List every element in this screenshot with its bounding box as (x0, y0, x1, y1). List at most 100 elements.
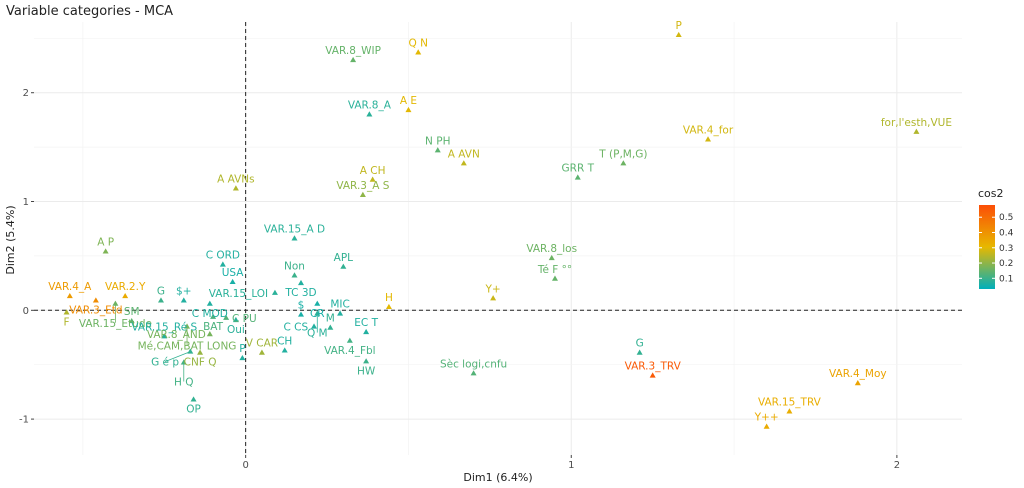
point-label: CR (310, 308, 325, 320)
legend-tick-label: 0.5 (999, 213, 1013, 223)
point-label: VAR.2.Y (105, 281, 146, 293)
x-tick-label: 2 (894, 460, 900, 471)
point-label: APL (334, 252, 354, 264)
data-point (340, 263, 347, 269)
data-point (258, 349, 265, 355)
data-point (574, 174, 581, 180)
point-label: VAR.8_WIP (325, 45, 381, 57)
data-point (197, 349, 204, 355)
data-point (363, 328, 370, 335)
data-point (184, 323, 191, 329)
point-label: M (326, 313, 335, 325)
point-label: F (64, 316, 70, 328)
data-point (705, 136, 712, 142)
point-label: VAR.3_TRV (625, 361, 682, 373)
data-point (786, 408, 793, 414)
point-label: Non (284, 260, 305, 272)
data-point (271, 289, 278, 295)
data-point (470, 370, 477, 376)
point-label: SM (124, 306, 140, 318)
point-label: for,l'esth,VUE (881, 117, 952, 129)
data-point (219, 261, 226, 267)
data-point (405, 106, 412, 113)
point-label: C CS (283, 322, 308, 334)
y-tick-label: 1 (23, 197, 29, 208)
point-label: HW (357, 365, 376, 377)
legend-tick-label: 0.2 (999, 259, 1013, 269)
data-point (350, 56, 357, 63)
data-point (298, 311, 305, 317)
data-point (229, 278, 236, 285)
data-point (239, 354, 246, 361)
y-tick-label: 2 (23, 88, 29, 99)
point-label: VAR.4_Fbl (324, 345, 376, 357)
y-tick-label: 0 (23, 306, 29, 317)
data-point (490, 295, 497, 301)
data-point (346, 337, 353, 343)
point-label: G (157, 286, 165, 298)
point-label: Y+ (485, 283, 501, 295)
point-label: N PH (425, 135, 450, 147)
data-point (366, 111, 373, 117)
legend: cos2 0.1 0.2 0.3 0.4 0.5 (978, 187, 1014, 289)
point-label: VAR.8_AND (147, 329, 206, 341)
data-point (122, 292, 129, 299)
point-label: A AVNs (217, 173, 255, 185)
chart-title: Variable categories - MCA (6, 4, 174, 19)
data-point (298, 279, 305, 286)
point-label: T (P,M,G) (598, 148, 647, 160)
data-point (551, 275, 558, 281)
point-label: VAR.4_A (48, 281, 92, 293)
data-point (206, 300, 213, 306)
data-point (415, 49, 422, 55)
legend-tick-label: 0.4 (999, 228, 1014, 238)
data-point (63, 309, 70, 315)
data-point (157, 297, 164, 303)
plot-background (34, 22, 962, 455)
point-label: P (676, 20, 682, 32)
data-point (913, 128, 920, 134)
data-point (190, 396, 197, 402)
point-label: A AVN (448, 148, 480, 160)
reference-lines (34, 22, 962, 455)
point-label: A E (400, 95, 417, 107)
point-label: Sèc logi,cnfu (440, 358, 507, 370)
data-point (649, 372, 656, 378)
data-point (180, 359, 187, 365)
data-point (210, 313, 217, 319)
data-point (763, 423, 770, 429)
point-label: VAR.3_A S (336, 180, 389, 192)
data-point (281, 347, 288, 353)
point-label: EC T (354, 317, 378, 329)
y-axis-ticks: -1 0 1 2 (19, 88, 34, 426)
data-point (314, 300, 321, 306)
data-point (548, 254, 555, 261)
point-label: GRR T (562, 163, 595, 175)
data-points (63, 31, 920, 429)
point-label: H Q (174, 377, 194, 389)
data-point (180, 297, 187, 303)
legend-tick-label: 0.1 (999, 274, 1013, 284)
x-axis-title: Dim1 (6.4%) (463, 471, 532, 484)
data-point (291, 235, 298, 241)
x-tick-label: 1 (568, 460, 574, 471)
data-point (206, 331, 213, 337)
point-label: VAR.15_TRV (758, 396, 822, 408)
y-axis-title: Dim2 (5.4%) (4, 205, 17, 274)
point-label: V CAR (246, 338, 278, 350)
point-label: OP (186, 404, 201, 416)
point-labels: P Q N VAR.8_WIP VAR.8_A A E VAR.4_for for,l'es… (48, 20, 952, 424)
data-point (636, 349, 643, 355)
data-point (314, 310, 321, 316)
data-point (66, 292, 73, 299)
legend-ticks: 0.1 0.2 0.3 0.4 0.5 (979, 213, 1014, 284)
x-tick-label: 0 (242, 460, 248, 471)
legend-tick-label: 0.3 (999, 244, 1013, 254)
point-label: VAR.8_A (348, 99, 392, 111)
point-label: $+ (176, 286, 191, 298)
point-label: H (385, 292, 393, 304)
point-label: Té F °° (537, 264, 572, 276)
point-label: Oui (227, 324, 245, 336)
data-point (161, 333, 168, 339)
data-point (620, 160, 627, 166)
